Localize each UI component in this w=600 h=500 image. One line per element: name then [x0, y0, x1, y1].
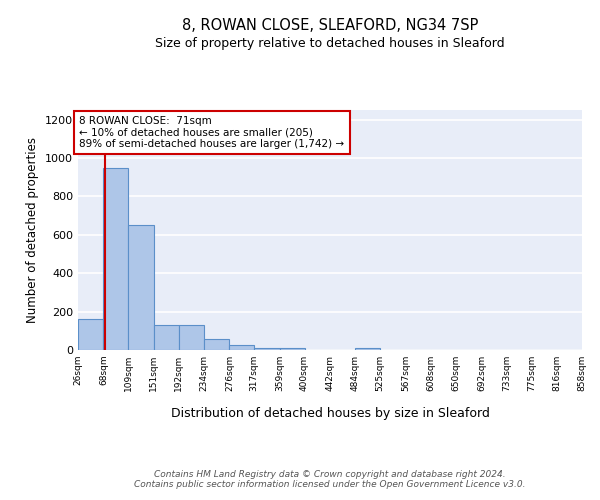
Text: 8, ROWAN CLOSE, SLEAFORD, NG34 7SP: 8, ROWAN CLOSE, SLEAFORD, NG34 7SP: [182, 18, 478, 32]
Bar: [280, 348, 305, 350]
Bar: [179, 325, 204, 350]
Bar: [128, 225, 154, 350]
Text: Distribution of detached houses by size in Sleaford: Distribution of detached houses by size …: [170, 408, 490, 420]
Text: Contains HM Land Registry data © Crown copyright and database right 2024.
Contai: Contains HM Land Registry data © Crown c…: [134, 470, 526, 490]
Bar: [254, 348, 280, 350]
Bar: [78, 320, 103, 350]
Bar: [229, 345, 254, 350]
Bar: [103, 168, 128, 350]
Text: 8 ROWAN CLOSE:  71sqm
← 10% of detached houses are smaller (205)
89% of semi-det: 8 ROWAN CLOSE: 71sqm ← 10% of detached h…: [79, 116, 344, 149]
Bar: [204, 340, 229, 350]
Text: Size of property relative to detached houses in Sleaford: Size of property relative to detached ho…: [155, 38, 505, 51]
Y-axis label: Number of detached properties: Number of detached properties: [26, 137, 40, 323]
Bar: [355, 348, 380, 350]
Bar: [154, 325, 179, 350]
